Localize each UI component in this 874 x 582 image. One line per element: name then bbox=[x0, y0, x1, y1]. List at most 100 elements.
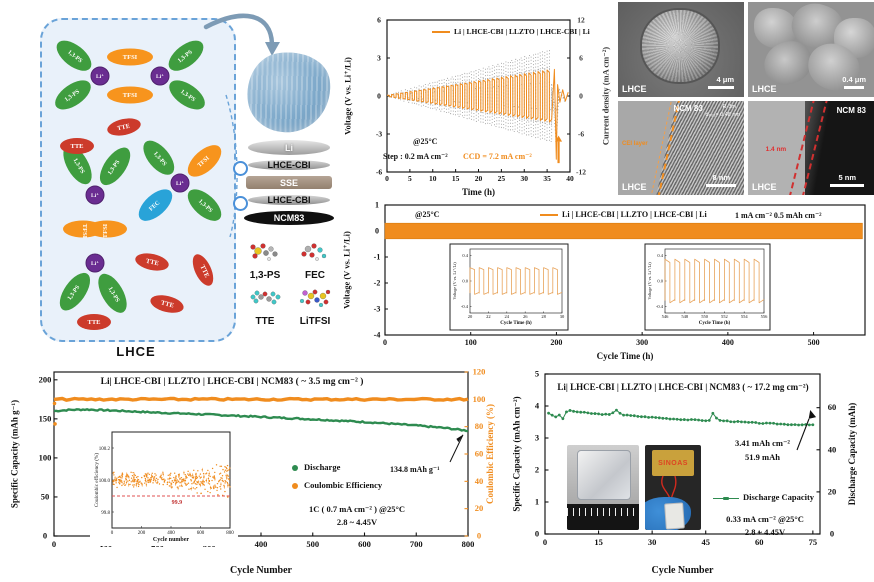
svg-text:400: 400 bbox=[255, 539, 268, 549]
svg-text:45: 45 bbox=[701, 537, 710, 547]
scale-label: 4 μm bbox=[716, 74, 734, 84]
svg-text:1: 1 bbox=[535, 497, 539, 507]
svg-text:500: 500 bbox=[808, 338, 820, 347]
svg-text:Coulombic efficiency (%): Coulombic efficiency (%) bbox=[93, 453, 100, 507]
svg-text:100.2: 100.2 bbox=[99, 447, 111, 452]
sem-label-corner: LHCE bbox=[752, 182, 777, 192]
svg-text:0: 0 bbox=[377, 92, 381, 101]
particle bbox=[642, 10, 718, 82]
litfsi-molecule-icon bbox=[299, 289, 331, 308]
ccd-ylabel-left: Voltage (V vs. Li⁺/Li) bbox=[342, 57, 353, 135]
svg-text:400: 400 bbox=[722, 338, 734, 347]
svg-text:550: 550 bbox=[701, 314, 709, 319]
svg-text:10: 10 bbox=[429, 174, 437, 183]
svg-text:120: 120 bbox=[473, 367, 486, 377]
svg-text:-0.4: -0.4 bbox=[461, 304, 469, 309]
svg-text:TTE: TTE bbox=[70, 143, 83, 150]
svg-text:0: 0 bbox=[43, 531, 47, 541]
svg-text:Voltage (V vs. Li⁺/Li): Voltage (V vs. Li⁺/Li) bbox=[647, 262, 652, 300]
small-pouch-cell bbox=[664, 502, 685, 530]
svg-text:100.0: 100.0 bbox=[99, 479, 111, 484]
svg-text:20: 20 bbox=[828, 486, 837, 496]
svg-text:700: 700 bbox=[410, 539, 423, 549]
svg-text:100: 100 bbox=[473, 394, 486, 404]
molecule-tte: TTE bbox=[242, 288, 288, 327]
sem-label: LHCE bbox=[752, 83, 777, 94]
stack-sse: SSE bbox=[246, 176, 332, 189]
ruler-ticks bbox=[567, 508, 639, 516]
svg-text:600: 600 bbox=[197, 531, 205, 536]
sem-label: NCM 83 bbox=[673, 103, 703, 113]
svg-text:26: 26 bbox=[523, 314, 528, 319]
svg-text:6: 6 bbox=[377, 16, 381, 25]
svg-text:20: 20 bbox=[475, 503, 484, 513]
svg-text:35: 35 bbox=[543, 174, 551, 183]
stack-lhce-cbi-top: LHCE-CBI bbox=[248, 160, 330, 170]
scale-bar bbox=[706, 184, 736, 187]
stack-label: LHCE-CBI bbox=[267, 195, 311, 205]
molecule-fec: FEC bbox=[292, 242, 338, 281]
svg-text:6: 6 bbox=[579, 54, 583, 63]
svg-text:800: 800 bbox=[462, 539, 475, 549]
svg-text:22: 22 bbox=[486, 314, 491, 319]
svg-text:75: 75 bbox=[809, 537, 818, 547]
molecule-13ps: 1,3-PS bbox=[242, 242, 288, 281]
led-card: SINOAS bbox=[652, 450, 694, 476]
svg-text:TTE: TTE bbox=[160, 300, 174, 310]
discharge-line-marker-icon bbox=[713, 496, 739, 500]
svg-text:Li⁺: Li⁺ bbox=[91, 193, 99, 199]
svg-text:TFSI: TFSI bbox=[123, 54, 138, 61]
svg-text:3: 3 bbox=[377, 54, 381, 63]
svg-text:0: 0 bbox=[52, 539, 56, 549]
svg-text:Li⁺: Li⁺ bbox=[96, 74, 104, 80]
svg-text:40: 40 bbox=[475, 476, 484, 486]
svg-text:200: 200 bbox=[39, 374, 52, 384]
svg-text:400: 400 bbox=[167, 531, 175, 536]
bl-legend-ce: Coulombic Efficiency bbox=[304, 480, 383, 490]
bl-xlabel: Cycle Number bbox=[230, 565, 292, 576]
br-legend: Discharge Capacity bbox=[743, 492, 815, 502]
scale-bar bbox=[708, 85, 734, 89]
svg-text:Voltage (V vs. Li⁺/Li): Voltage (V vs. Li⁺/Li) bbox=[452, 262, 457, 300]
svg-text:TFSI: TFSI bbox=[102, 223, 109, 238]
ce-dot-icon bbox=[292, 483, 298, 490]
svg-text:0: 0 bbox=[111, 531, 114, 536]
svg-text:Cycle Time (h): Cycle Time (h) bbox=[699, 321, 731, 326]
scale-label: 5 nm bbox=[838, 173, 856, 182]
svg-text:5: 5 bbox=[408, 174, 412, 183]
svg-text:12: 12 bbox=[577, 16, 585, 25]
svg-text:-1: -1 bbox=[374, 253, 381, 262]
discharge-dot-icon bbox=[292, 465, 298, 472]
svg-text:30: 30 bbox=[560, 314, 565, 319]
crystal-phase-label: R-3m bbox=[722, 103, 736, 110]
br-conditions-rate: 0.33 mA cm⁻² @25°C bbox=[726, 514, 804, 524]
svg-text:100: 100 bbox=[39, 452, 52, 462]
svg-text:556: 556 bbox=[761, 314, 769, 319]
sym-xlabel: Cycle Time (h) bbox=[596, 351, 654, 361]
molecule-litfsi: LiTFSI bbox=[292, 288, 338, 327]
svg-text:-2: -2 bbox=[374, 279, 381, 288]
svg-text:-3: -3 bbox=[376, 130, 382, 139]
sym-ylabel: Voltage (V vs. Li⁺/Li) bbox=[341, 231, 352, 309]
sem-image-lhce-grains: LHCE 0.4 μm bbox=[748, 2, 874, 97]
svg-text:60: 60 bbox=[475, 449, 484, 459]
bl-conditions-rate: 1C ( 0.7 mA cm⁻² ) @25°C bbox=[308, 504, 405, 514]
pouch-cell-powering-photo: SINOAS bbox=[645, 445, 701, 530]
sem-image-lhce-particle: LHCE 4 μm bbox=[618, 2, 744, 97]
sem-label: LHCE bbox=[622, 83, 647, 94]
svg-text:500: 500 bbox=[306, 539, 319, 549]
stack-ncm83: NCM83 bbox=[244, 211, 334, 225]
stack-label: Li bbox=[285, 142, 293, 153]
svg-text:TFSI: TFSI bbox=[81, 224, 88, 239]
pouch-cell bbox=[577, 450, 631, 500]
ccd-ylabel-right: Current density (mA cm⁻²) bbox=[600, 46, 611, 146]
13ps-molecule-icon bbox=[250, 243, 278, 261]
tem-image-cei-lattice: NCM 83 R-3m d₀₀₃= 0.48 nm CEI layer LHCE… bbox=[618, 100, 744, 195]
svg-text:100: 100 bbox=[465, 338, 477, 347]
interlayer-ring-icon bbox=[233, 196, 248, 211]
svg-text:-3: -3 bbox=[374, 305, 381, 314]
svg-text:60: 60 bbox=[828, 402, 837, 412]
ccd-temp-note: @25°C bbox=[413, 137, 438, 146]
ccd-step-note: Step : 0.2 mA cm⁻² bbox=[383, 152, 448, 161]
svg-text:TTE: TTE bbox=[117, 123, 131, 133]
